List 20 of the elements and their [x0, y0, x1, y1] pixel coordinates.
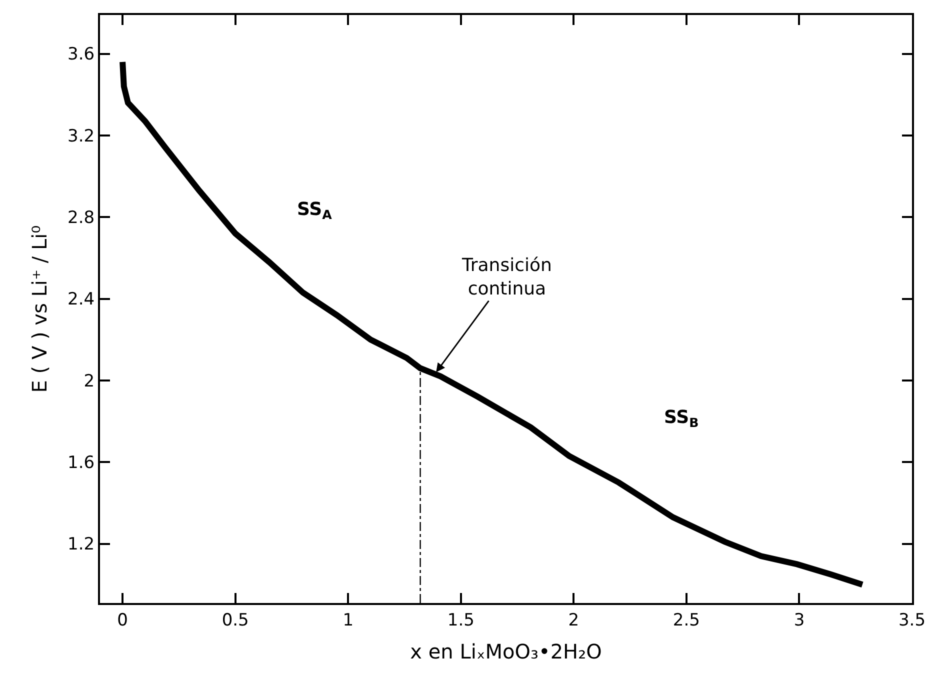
- annotation: SS$_{B}$: [664, 407, 699, 430]
- y-axis-title: E ( V ) vs Li⁺ / Li⁰: [28, 225, 52, 393]
- annotation: Transición continua: [461, 255, 552, 300]
- y-tick-label: 1.2: [68, 534, 95, 555]
- y-tick-label: 3.6: [68, 44, 95, 65]
- x-tick-label: 0: [117, 610, 128, 630]
- x-axis-title: x en LiₓMoO₃•2H₂O: [410, 639, 602, 664]
- x-tick-label: 2: [568, 610, 580, 630]
- y-tick-label: 2: [84, 371, 95, 392]
- y-tick-label: 1.6: [68, 453, 95, 474]
- x-tick-label: 2.5: [672, 610, 700, 630]
- x-tick-label: 0.5: [222, 610, 249, 630]
- y-tick-label: 2.8: [68, 208, 95, 228]
- x-tick-label: 3: [794, 610, 805, 630]
- x-tick-label: 3.5: [898, 610, 926, 630]
- x-tick-label: 1: [342, 610, 354, 630]
- y-tick-label: 3.2: [68, 126, 95, 146]
- x-tick-label: 1.5: [447, 610, 474, 630]
- annotation: SS$_{A}$: [297, 199, 332, 222]
- y-tick-label: 2.4: [68, 290, 95, 310]
